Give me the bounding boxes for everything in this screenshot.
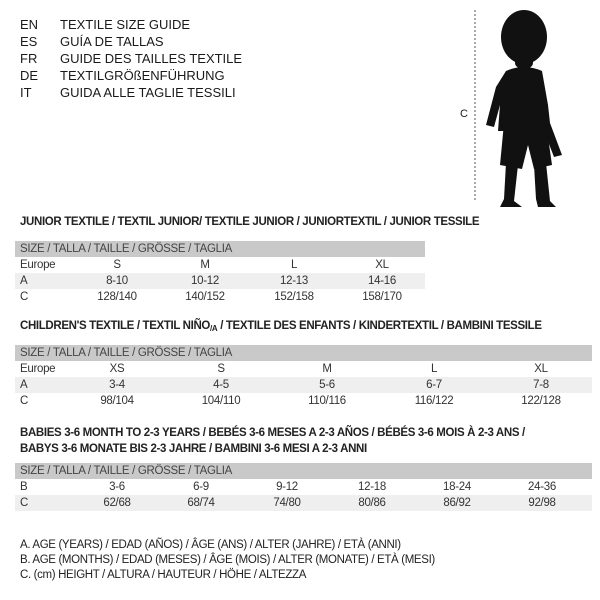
lang-es: ES GUÍA DE TALLAS (20, 34, 164, 49)
table-header: SIZE / TALLA / TAILLE / GRÖSSE / TAGLIA (15, 345, 592, 361)
babies-size-table: SIZE / TALLA / TAILLE / GRÖSSE / TAGLIA … (15, 463, 592, 511)
table-row: Europe XS S M L XL (20, 363, 548, 375)
children-size-table: SIZE / TALLA / TAILLE / GRÖSSE / TAGLIA … (15, 345, 592, 409)
table-row: A 3-4 4-5 5-6 6-7 7-8 (15, 377, 592, 393)
babies-section-title: BABIES 3-6 MONTH TO 2-3 YEARS / BEBÉS 3-… (20, 427, 525, 455)
child-silhouette-icon (486, 10, 562, 207)
table-row: C 128/140 140/152 152/158 158/170 (20, 291, 402, 303)
lang-en: EN TEXTILE SIZE GUIDE (20, 17, 191, 32)
child-silhouette-figure (474, 10, 562, 207)
language-list: EN TEXTILE SIZE GUIDE ES GUÍA DE TALLAS FR… (20, 16, 242, 101)
legend-c: C. (cm) HEIGHT / ALTURA / HAUTEUR / HÖHE… (20, 569, 307, 581)
table-row: Europe S M L XL (20, 259, 389, 271)
table-row: C 98/104 104/110 110/116 116/122 122/128 (20, 395, 561, 407)
table-header: SIZE / TALLA / TAILLE / GRÖSSE / TAGLIA (15, 241, 425, 257)
table-header: SIZE / TALLA / TAILLE / GRÖSSE / TAGLIA (15, 463, 592, 479)
junior-size-table: SIZE / TALLA / TAILLE / GRÖSSE / TAGLIA … (15, 241, 425, 305)
table-row: C 62/68 68/74 74/80 80/86 86/92 92/98 (15, 495, 592, 511)
legend-a: A. AGE (YEARS) / EDAD (AÑOS) / ÂGE (ANS)… (20, 539, 401, 551)
junior-section-title: JUNIOR TEXTILE / TEXTIL JUNIOR/ TEXTILE … (20, 216, 480, 228)
lang-de: DE TEXTILGRÖßENFÜHRUNG (20, 68, 225, 83)
children-section-title: CHILDREN'S TEXTILE / TEXTIL NIÑO/A / TEX… (20, 320, 542, 333)
lang-fr: FR GUIDE DES TAILLES TEXTILE (20, 51, 243, 66)
table-row: A 8-10 10-12 12-13 14-16 (15, 273, 425, 289)
legend-b: B. AGE (MONTHS) / EDAD (MESES) / ÂGE (MO… (20, 554, 435, 566)
height-label: C (460, 108, 468, 120)
legend: A. AGE (YEARS) / EDAD (AÑOS) / ÂGE (ANS)… (20, 538, 435, 583)
lang-it: IT GUIDA ALLE TAGLIE TESSILI (20, 85, 236, 100)
table-row: B 3-6 6-9 9-12 12-18 18-24 24-36 (20, 481, 556, 493)
